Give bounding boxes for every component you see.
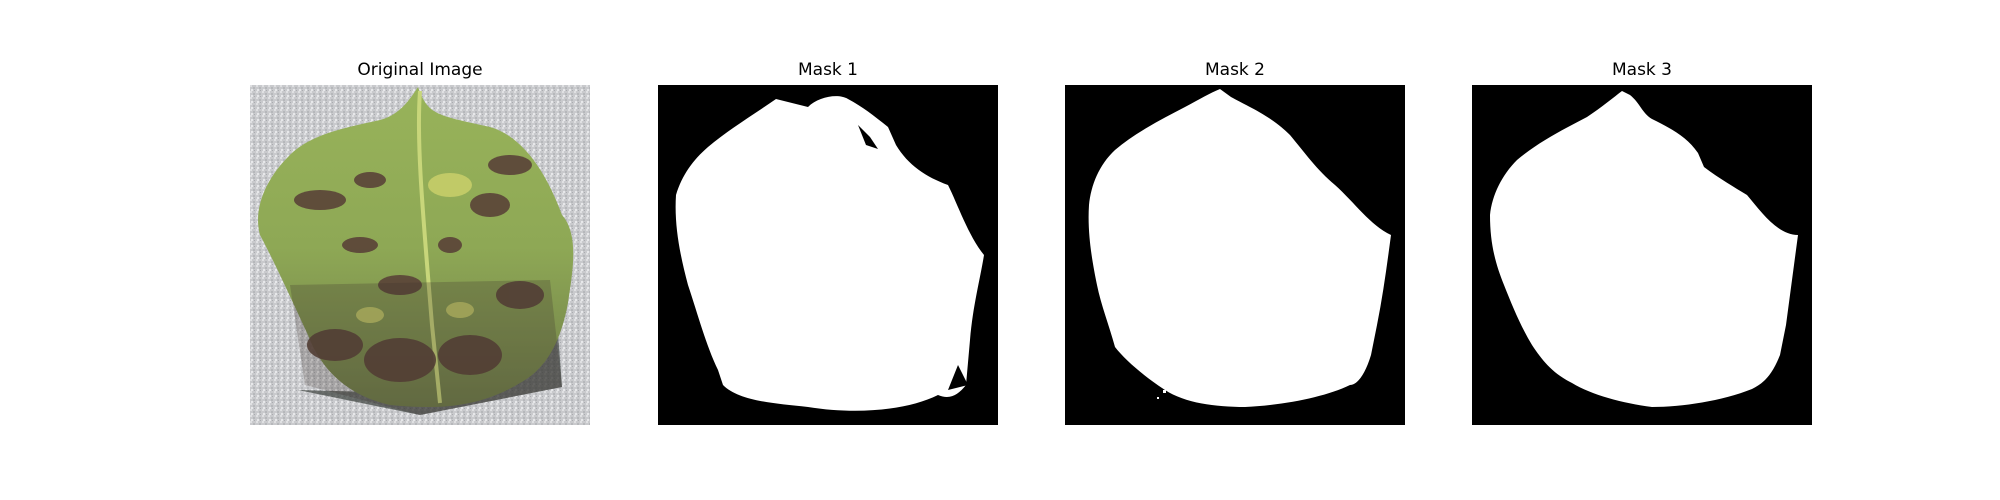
mask-1-image (658, 85, 998, 425)
mask-3-image (1472, 85, 1812, 425)
panel-title: Mask 2 (1204, 60, 1265, 80)
panel-title: Mask 1 (797, 60, 858, 80)
mask-2-image (1065, 85, 1405, 425)
panel-title: Original Image (357, 60, 483, 80)
panel-title: Mask 3 (1611, 60, 1672, 80)
leaf-lesions (294, 155, 544, 382)
original-leaf-image (250, 85, 590, 425)
